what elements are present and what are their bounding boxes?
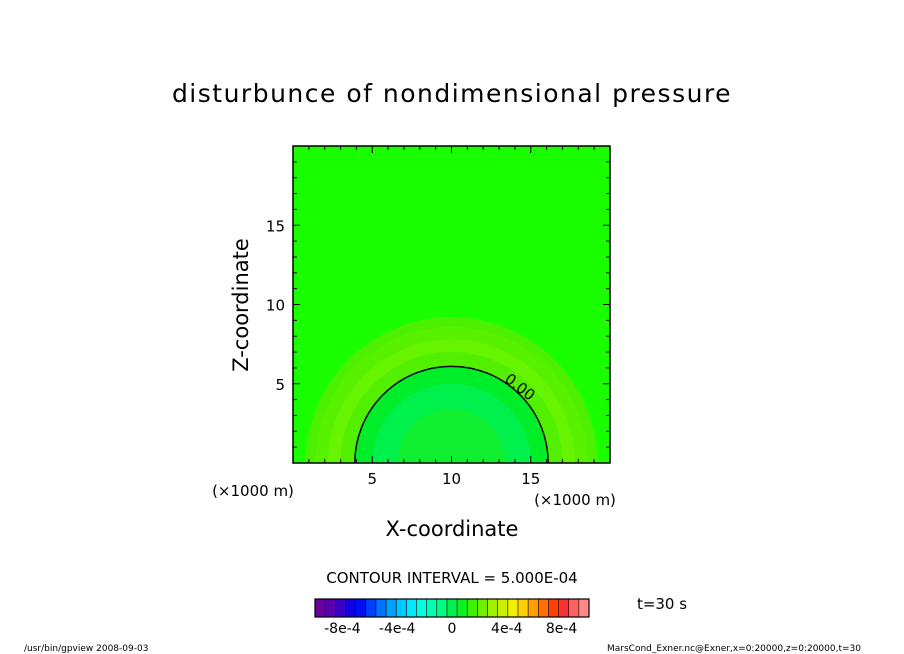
colorbar-swatch	[335, 599, 346, 617]
colorbar-swatch	[365, 599, 377, 617]
x-axis-label: X-coordinate	[386, 517, 519, 541]
contour-line	[354, 365, 549, 463]
colorbar-swatch	[568, 599, 580, 617]
colorbar-swatch	[355, 599, 367, 617]
x-axis: 5 10 15	[308, 146, 595, 488]
contour-interval-text: CONTOUR INTERVAL = 5.000E-04	[326, 569, 577, 587]
field-band-6	[397, 409, 506, 463]
colorbar-tick-label: -8e-4	[324, 621, 361, 637]
colorbar-swatch	[436, 599, 448, 617]
colorbar-swatch	[396, 599, 407, 617]
colorbar-swatch	[386, 599, 397, 617]
colorbar-swatch	[375, 599, 387, 617]
colorbar-swatch	[538, 599, 549, 617]
colorbar-swatch	[487, 599, 498, 617]
colorbar-swatch	[457, 599, 468, 617]
colorbar-tick-label: 8e-4	[546, 621, 578, 637]
y-tick-label: 5	[275, 376, 285, 394]
x-unit-label-left: (×1000 m)	[212, 482, 294, 500]
colorbar-tick-label: 4e-4	[491, 621, 523, 637]
chart-title: disturbunce of nondimensional pressure	[172, 79, 732, 108]
footer-right: MarsCond_Exner.nc@Exner,x=0:20000,z=0:20…	[607, 644, 861, 654]
x-unit-label-right: (×1000 m)	[534, 491, 616, 509]
y-axis: 5 10 15	[266, 161, 610, 448]
time-label: t=30 s	[637, 595, 687, 613]
footer-left: /usr/bin/gpview 2008-09-03	[24, 644, 148, 654]
colorbar-swatch	[467, 599, 478, 617]
colorbar-swatch	[507, 599, 519, 617]
colorbar-swatch	[517, 599, 529, 617]
colorbar-swatch	[406, 599, 417, 617]
colorbar-ticks: -8e-4 -4e-4 0 4e-4 8e-4	[324, 621, 577, 637]
x-tick-label: 5	[367, 470, 377, 488]
colorbar-swatch	[548, 599, 559, 617]
colorbar-swatch	[345, 599, 356, 617]
colorbar	[314, 598, 590, 618]
colorbar-swatch	[315, 599, 326, 617]
colorbar-swatch	[426, 599, 438, 617]
y-tick-label: 15	[266, 217, 285, 235]
colorbar-swatch	[416, 599, 427, 617]
colorbar-swatch	[477, 599, 488, 617]
colorbar-swatch	[528, 599, 539, 617]
colorbar-swatch	[558, 599, 570, 617]
colorbar-tick-label: 0	[448, 621, 457, 637]
colorbar-swatch	[497, 599, 509, 617]
plot-area	[293, 146, 610, 463]
colorbar-swatch	[578, 599, 590, 617]
x-tick-label: 15	[521, 470, 540, 488]
colorbar-swatch	[446, 599, 458, 617]
colorbar-frame	[314, 598, 590, 618]
x-tick-label: 10	[442, 470, 461, 488]
colorbar-swatch	[325, 599, 336, 617]
y-axis-label: Z-coordinate	[229, 238, 253, 372]
y-tick-label: 10	[266, 297, 285, 315]
colorbar-tick-label: -4e-4	[379, 621, 416, 637]
